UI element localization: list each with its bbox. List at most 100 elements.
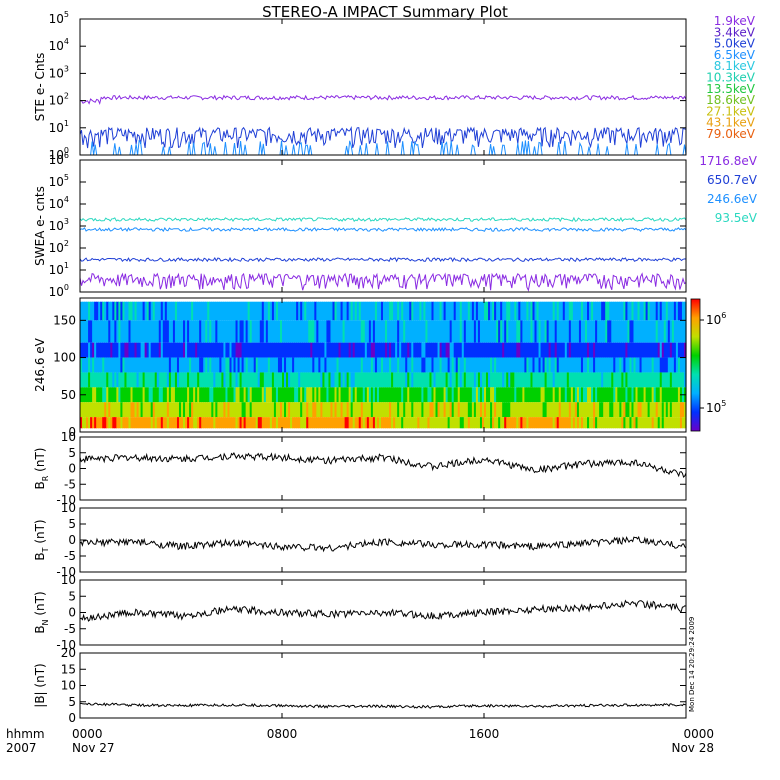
heatmap-cell xyxy=(193,301,196,321)
heatmap-cell xyxy=(439,342,443,358)
heatmap-cell xyxy=(611,301,614,321)
heatmap-cell xyxy=(231,301,235,321)
heatmap-cell xyxy=(308,417,311,429)
heatmap-cell xyxy=(308,402,311,418)
heatmap-cell xyxy=(585,342,588,358)
heatmap-cell xyxy=(471,402,475,418)
heatmap-cell xyxy=(324,417,328,429)
heatmap-cell xyxy=(591,301,594,321)
heatmap-cell xyxy=(300,342,303,358)
heatmap-cell xyxy=(231,387,235,403)
heatmap-cell xyxy=(134,387,138,403)
heatmap-cell xyxy=(532,387,536,403)
heatmap-cell xyxy=(197,342,200,358)
heatmap-cell xyxy=(346,320,350,343)
heatmap-cell xyxy=(178,402,182,418)
heatmap-cell xyxy=(154,387,158,403)
heatmap-cell xyxy=(225,357,229,373)
heatmap-cell xyxy=(328,402,332,418)
heatmap-cell xyxy=(498,301,501,321)
heatmap-cell xyxy=(265,301,269,321)
heatmap-cell xyxy=(683,357,687,373)
y-tick-label: 101 xyxy=(49,119,69,135)
heatmap-cell xyxy=(302,301,305,321)
heatmap-cell xyxy=(100,402,103,418)
heatmap-cell xyxy=(306,417,309,429)
heatmap-cell xyxy=(126,320,130,343)
heatmap-cell xyxy=(235,387,239,403)
heatmap-cell xyxy=(449,320,453,343)
heatmap-cell xyxy=(522,402,525,418)
heatmap-cell xyxy=(502,357,505,373)
heatmap-cell xyxy=(524,342,528,358)
heatmap-cell xyxy=(609,417,612,429)
heatmap-cell xyxy=(516,402,519,418)
heatmap-cell xyxy=(643,417,647,429)
heatmap-cell xyxy=(595,387,598,403)
heatmap-cell xyxy=(136,372,140,388)
heatmap-cell xyxy=(490,402,493,418)
heatmap-cell xyxy=(595,342,598,358)
heatmap-cell xyxy=(269,342,273,358)
heatmap-cell xyxy=(158,357,162,373)
heatmap-cell xyxy=(471,372,475,388)
heatmap-cell xyxy=(168,417,172,429)
heatmap-cell xyxy=(263,402,267,418)
heatmap-cell xyxy=(479,320,483,343)
heatmap-cell xyxy=(223,357,227,373)
heatmap-cell xyxy=(346,372,350,388)
heatmap-cell xyxy=(162,342,166,358)
heatmap-cell xyxy=(635,320,639,343)
heatmap-cell xyxy=(663,402,667,418)
heatmap-cell xyxy=(136,417,140,429)
heatmap-cell xyxy=(110,342,113,358)
heatmap-cell xyxy=(203,372,206,388)
heatmap-cell xyxy=(677,320,681,343)
heatmap-cell xyxy=(104,402,107,418)
heatmap-cell xyxy=(532,402,536,418)
heatmap-cell xyxy=(209,372,212,388)
heatmap-cell xyxy=(146,387,150,403)
heatmap-cell xyxy=(110,320,113,343)
bmag-trace xyxy=(79,702,687,709)
heatmap-cell xyxy=(243,387,247,403)
heatmap-cell xyxy=(536,387,540,403)
heatmap-cell xyxy=(116,372,119,388)
heatmap-cell xyxy=(387,357,390,373)
heatmap-cell xyxy=(82,372,85,388)
heatmap-cell xyxy=(530,402,534,418)
heatmap-cell xyxy=(294,357,297,373)
heatmap-cell xyxy=(126,342,130,358)
heatmap-cell xyxy=(585,372,588,388)
heatmap-cell xyxy=(308,301,311,321)
heatmap-cell xyxy=(90,320,93,343)
y-tick-label: 150 xyxy=(53,313,76,327)
heatmap-cell xyxy=(130,357,134,373)
heatmap-cell xyxy=(98,342,101,358)
heatmap-cell xyxy=(263,320,267,343)
heatmap-cell xyxy=(429,342,433,358)
heatmap-cell xyxy=(514,342,517,358)
heatmap-cell xyxy=(679,402,683,418)
heatmap-cell xyxy=(574,301,578,321)
heatmap-cell xyxy=(639,372,643,388)
heatmap-cell xyxy=(378,320,382,343)
heatmap-cell xyxy=(550,357,554,373)
heatmap-cell xyxy=(358,402,362,418)
heatmap-cell xyxy=(439,372,443,388)
heatmap-cell xyxy=(271,417,275,429)
heatmap-cell xyxy=(681,320,685,343)
heatmap-cell xyxy=(282,357,285,373)
heatmap-cell xyxy=(316,357,319,373)
heatmap-cell xyxy=(407,320,410,343)
heatmap-cell xyxy=(300,320,303,343)
heatmap-cell xyxy=(425,320,429,343)
heatmap-cell xyxy=(473,417,477,429)
heatmap-cell xyxy=(290,301,293,321)
heatmap-cell xyxy=(138,301,142,321)
heatmap-cell xyxy=(275,342,279,358)
heatmap-cell xyxy=(395,417,398,429)
heatmap-cell xyxy=(364,387,368,403)
heatmap-cell xyxy=(223,372,227,388)
